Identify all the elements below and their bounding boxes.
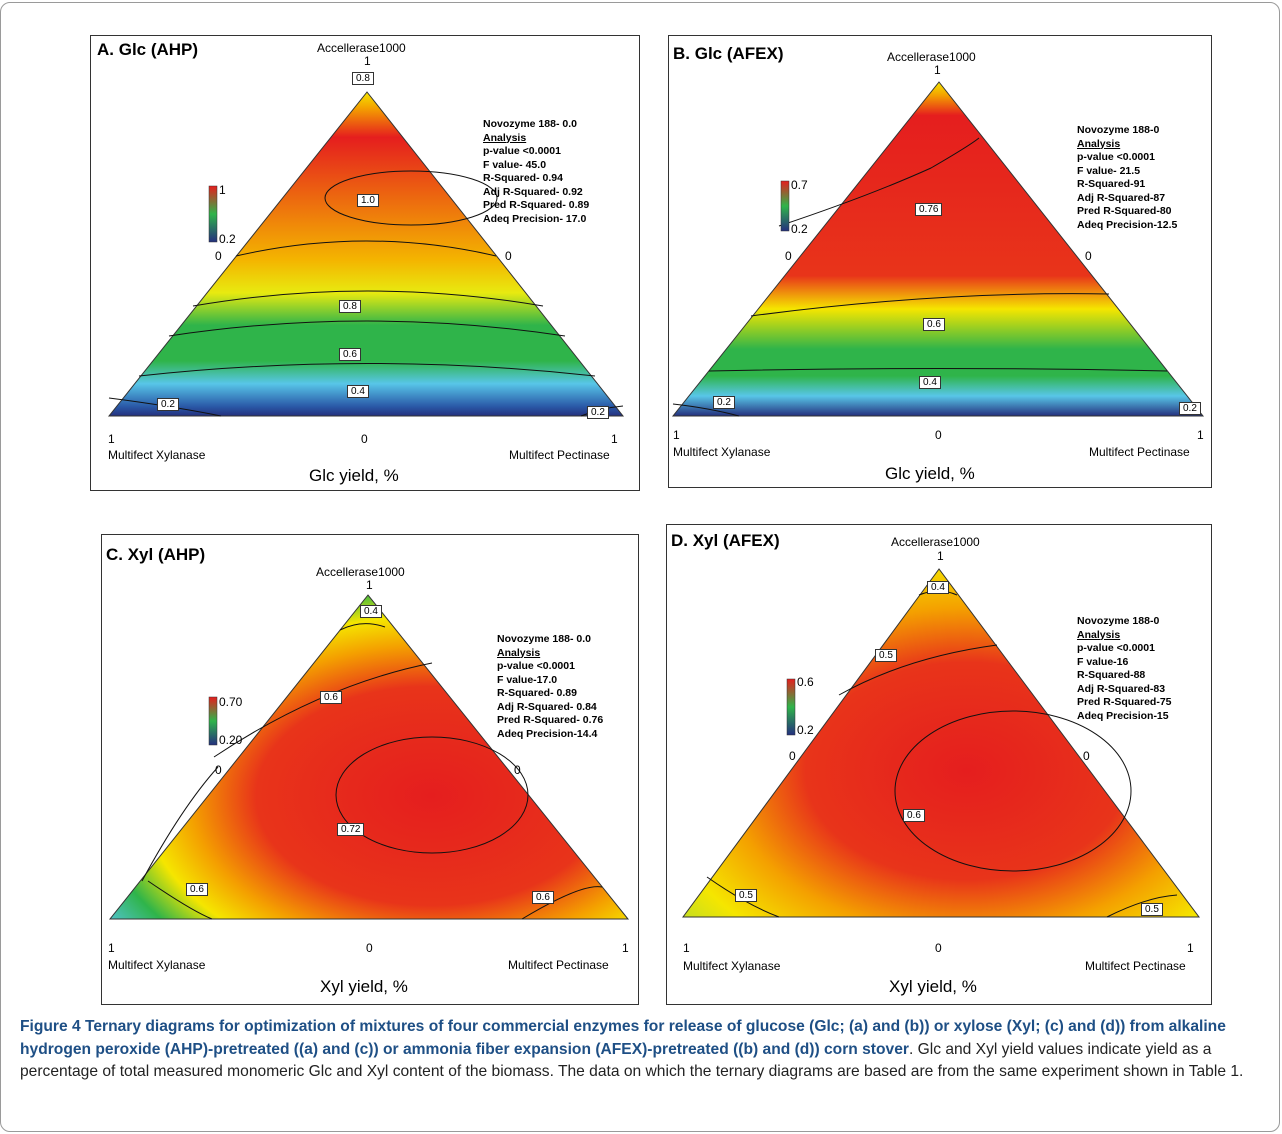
contour-label: 0.6 xyxy=(903,809,925,822)
right-edge-zero: 0 xyxy=(1083,749,1090,763)
left-vertex-value: 1 xyxy=(683,941,690,955)
left-vertex-label: Multifect Xylanase xyxy=(108,958,206,972)
top-vertex-value: 1 xyxy=(937,549,944,563)
contour-label: 0.2 xyxy=(587,406,609,419)
panel-c: C. Xyl (AHP) Accellerase1000 1 0.4 0.6 0… xyxy=(101,534,639,1005)
bottom-zero: 0 xyxy=(366,941,373,955)
left-edge-zero: 0 xyxy=(215,249,222,263)
ternary-plot-d xyxy=(682,568,1200,918)
left-edge-zero: 0 xyxy=(789,749,796,763)
panel-title: D. Xyl (AFEX) xyxy=(671,531,780,550)
panel-d: D. Xyl (AFEX) Accellerase1000 1 0.4 0.5 … xyxy=(666,524,1212,1005)
ternary-plot-b xyxy=(671,81,1205,417)
contour-label: 0.2 xyxy=(1179,402,1201,415)
contour-label: 0.6 xyxy=(923,318,945,331)
caption-bold: Figure 4 Ternary diagrams for optimizati… xyxy=(20,1018,1226,1058)
right-vertex-label: Multifect Pectinase xyxy=(509,448,610,462)
ternary-plot-a xyxy=(107,91,625,417)
contour-label: 0.2 xyxy=(157,398,179,411)
left-vertex-label: Multifect Xylanase xyxy=(108,448,206,462)
caption-text: . Glc and Xyl yield values indicate yiel… xyxy=(20,1040,1244,1081)
x-axis-label: Xyl yield, % xyxy=(889,977,977,996)
right-vertex-value: 1 xyxy=(1197,428,1204,442)
right-vertex-value: 1 xyxy=(1187,941,1194,955)
contour-label: 0.4 xyxy=(919,376,941,389)
left-vertex-value: 1 xyxy=(108,941,115,955)
scale-max: 1 xyxy=(219,183,226,197)
stats-block: Novozyme 188-0 Analysis p-value <0.0001 … xyxy=(1077,615,1172,722)
scale-min: 0.2 xyxy=(219,232,236,246)
stats-block: Novozyme 188- 0.0 Analysis p-value <0.00… xyxy=(483,118,590,225)
left-edge-zero: 0 xyxy=(785,249,792,263)
bottom-zero: 0 xyxy=(361,432,368,446)
top-vertex-label: Accellerase1000 xyxy=(316,565,405,579)
right-edge-zero: 0 xyxy=(1085,249,1092,263)
contour-label: 0.5 xyxy=(875,649,897,662)
panel-title: B. Glc (AFEX) xyxy=(673,44,784,63)
scale-min: 0.2 xyxy=(791,222,808,236)
contour-label: 0.72 xyxy=(337,823,365,836)
figure-caption: Figure 4 Ternary diagrams for optimizati… xyxy=(20,1016,1260,1084)
contour-label: 0.4 xyxy=(347,385,369,398)
left-vertex-label: Multifect Xylanase xyxy=(673,445,771,459)
left-vertex-value: 1 xyxy=(673,428,680,442)
scale-min: 0.20 xyxy=(219,733,243,747)
right-vertex-value: 1 xyxy=(611,432,618,446)
contour-label: 0.6 xyxy=(532,891,554,904)
contour-label: 0.76 xyxy=(915,203,943,216)
x-axis-label: Xyl yield, % xyxy=(320,977,408,996)
top-vertex-label: Accellerase1000 xyxy=(891,535,980,549)
left-vertex-label: Multifect Xylanase xyxy=(683,959,781,973)
top-vertex-value: 1 xyxy=(934,63,941,77)
left-vertex-value: 1 xyxy=(108,432,115,446)
right-edge-zero: 0 xyxy=(505,249,512,263)
contour-label: 0.6 xyxy=(339,348,361,361)
contour-label: 0.8 xyxy=(339,300,361,313)
scale-max: 0.70 xyxy=(219,695,243,709)
scale-min: 0.2 xyxy=(797,723,814,737)
top-vertex-label: Accellerase1000 xyxy=(317,41,406,55)
right-vertex-label: Multifect Pectinase xyxy=(1089,445,1190,459)
contour-label: 0.5 xyxy=(1141,903,1163,916)
contour-label: 1.0 xyxy=(357,194,379,207)
contour-label: 0.4 xyxy=(360,605,382,618)
top-vertex-label: Accellerase1000 xyxy=(887,50,976,64)
stats-block: Novozyme 188-0 Analysis p-value <0.0001 … xyxy=(1077,124,1178,231)
right-edge-zero: 0 xyxy=(514,763,521,777)
contour-label: 0.2 xyxy=(713,396,735,409)
bottom-zero: 0 xyxy=(935,428,942,442)
left-edge-zero: 0 xyxy=(215,763,222,777)
bottom-zero: 0 xyxy=(935,941,942,955)
panel-a: A. Glc (AHP) Accellerase1000 1 0.8 1.0 0… xyxy=(90,35,640,491)
contour-label: 0.5 xyxy=(735,889,757,902)
contour-label: 0.6 xyxy=(320,691,342,704)
right-vertex-label: Multifect Pectinase xyxy=(508,958,609,972)
contour-label: 0.8 xyxy=(352,72,374,85)
contour-label: 0.6 xyxy=(186,883,208,896)
panel-title: C. Xyl (AHP) xyxy=(106,545,206,564)
top-vertex-value: 1 xyxy=(364,54,371,68)
x-axis-label: Glc yield, % xyxy=(885,464,975,483)
stats-block: Novozyme 188- 0.0 Analysis p-value <0.00… xyxy=(497,633,604,740)
x-axis-label: Glc yield, % xyxy=(309,466,399,485)
right-vertex-value: 1 xyxy=(622,941,629,955)
panel-title: A. Glc (AHP) xyxy=(97,40,199,59)
scale-max: 0.6 xyxy=(797,675,814,689)
top-vertex-value: 1 xyxy=(366,578,373,592)
contour-label: 0.4 xyxy=(927,581,949,594)
right-vertex-label: Multifect Pectinase xyxy=(1085,959,1186,973)
scale-max: 0.7 xyxy=(791,178,808,192)
panel-b: B. Glc (AFEX) Accellerase1000 1 0.76 0.6… xyxy=(668,35,1212,488)
